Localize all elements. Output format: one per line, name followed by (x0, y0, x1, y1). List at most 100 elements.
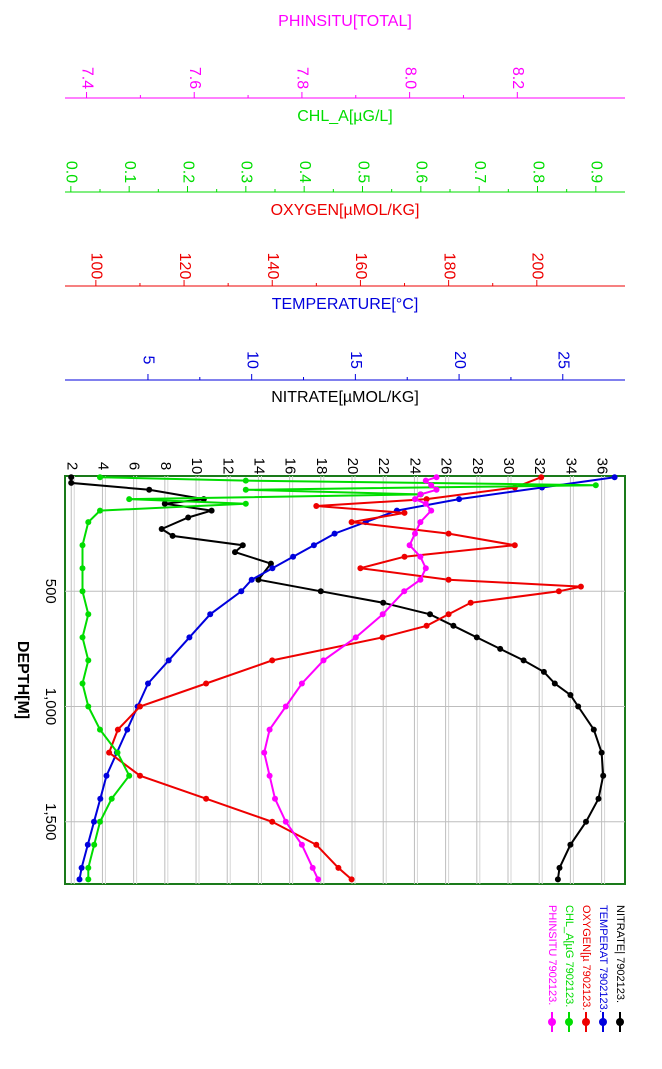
data-point-nitrate (427, 611, 433, 618)
data-point-oxy (313, 841, 320, 848)
data-point-oxy (445, 530, 452, 537)
data-point-ph (272, 795, 278, 802)
data-point-oxy (357, 565, 364, 572)
data-point-oxy (348, 519, 355, 526)
data-point-ph (261, 749, 268, 756)
ph-tick-label: 7.8 (294, 67, 311, 89)
data-point-nitrate (68, 474, 75, 481)
data-point-oxy (423, 496, 430, 503)
data-point-ph (417, 491, 424, 498)
data-point-temp (165, 657, 172, 664)
data-point-nitrate (239, 542, 246, 549)
data-point-nitrate (551, 680, 558, 687)
data-point-ph (298, 841, 305, 848)
data-point-chl (91, 841, 98, 848)
chl-tick-label: 0.6 (413, 161, 430, 183)
series-line-oxy (107, 476, 582, 881)
legend-label: PHINSITU 7902123. (546, 905, 558, 1005)
data-point-nitrate (520, 657, 527, 664)
data-point-oxy (379, 634, 386, 641)
data-point-oxy (269, 818, 276, 825)
series-line-temp (78, 476, 615, 880)
data-point-nitrate (158, 526, 165, 532)
temp-axis-title: TEMPERATURE[°C] (272, 296, 419, 313)
data-point-ph (422, 565, 429, 572)
ph-tick-label: 8.2 (509, 67, 526, 89)
data-point-nitrate (161, 500, 168, 507)
data-point-chl (108, 795, 115, 802)
nitrate-tick-label: 36 (594, 458, 611, 475)
data-point-chl (79, 588, 86, 595)
data-point-chl (79, 542, 86, 549)
nitrate-tick-label: 20 (344, 458, 361, 475)
data-point-chl (242, 477, 249, 484)
data-point-chl (85, 876, 92, 883)
nitrate-tick-label: 18 (313, 458, 330, 475)
data-point-temp (124, 726, 131, 733)
data-point-nitrate (450, 622, 457, 629)
data-point-chl (85, 703, 92, 710)
legend-label: TEMPERAT 7902123. (597, 905, 609, 1013)
data-point-ph (406, 542, 413, 549)
data-point-nitrate (575, 703, 582, 710)
series-line-nitrate (70, 477, 605, 880)
ph-tick-label: 8.0 (401, 67, 418, 89)
data-point-chl (592, 482, 599, 489)
plot-frame (64, 475, 626, 885)
nitrate-tick-label: 26 (438, 458, 455, 475)
data-point-nitrate (473, 634, 480, 641)
data-point-nitrate (590, 726, 597, 733)
nitrate-tick-label: 14 (250, 458, 267, 475)
data-point-nitrate (554, 876, 561, 883)
data-point-chl (79, 565, 86, 572)
data-point-nitrate (598, 749, 605, 756)
legend-label: OXYGEN[µ 7902123. (580, 905, 592, 1010)
temp-tick-label: 25 (555, 351, 572, 369)
ph-axis-title: PHINSITU[TOTAL] (278, 13, 412, 30)
data-point-oxy (106, 749, 113, 756)
data-point-nitrate (380, 599, 387, 606)
data-point-ph (428, 482, 435, 489)
data-point-ph (315, 876, 322, 883)
data-point-nitrate (600, 772, 607, 779)
chl-tick-label: 0.5 (354, 161, 371, 183)
legend-label: NITRATE| 7902123. (614, 905, 626, 1003)
data-point-oxy (313, 503, 320, 509)
legend-marker (599, 1018, 607, 1026)
data-point-temp (611, 474, 618, 481)
data-point-ph (422, 477, 429, 484)
data-point-nitrate (567, 841, 574, 848)
temp-tick-label: 20 (451, 351, 468, 369)
data-point-chl (79, 680, 86, 687)
chl-tick-label: 0.0 (63, 161, 80, 183)
data-point-oxy (445, 576, 452, 583)
legend-marker (616, 1018, 624, 1026)
depth-tick-label: 1,000 (42, 688, 59, 726)
data-point-nitrate (595, 795, 602, 802)
data-point-temp (238, 588, 245, 595)
data-point-temp (269, 565, 276, 572)
data-point-temp (91, 818, 97, 825)
data-point-oxy (401, 509, 408, 516)
data-point-oxy (348, 876, 355, 883)
nitrate-axis-title: NITRATE[µMOL/KG] (271, 389, 419, 406)
data-point-ph (417, 519, 424, 526)
chl-tick-label: 0.7 (471, 161, 488, 183)
oxy-tick-label: 200 (529, 253, 546, 280)
data-point-chl (85, 519, 92, 526)
temp-tick-label: 5 (140, 356, 157, 365)
ph-tick-label: 7.4 (78, 67, 95, 89)
data-point-nitrate (556, 864, 563, 871)
data-point-temp (290, 553, 297, 560)
data-point-temp (97, 795, 104, 802)
nitrate-tick-label: 16 (282, 458, 299, 475)
legend-marker (565, 1018, 573, 1026)
data-point-nitrate (68, 479, 75, 486)
chl-tick-label: 0.4 (296, 161, 313, 183)
data-point-oxy (114, 726, 121, 733)
data-point-ph (412, 496, 418, 503)
nitrate-tick-label: 30 (500, 458, 517, 475)
data-point-ph (282, 818, 289, 825)
data-point-ph (433, 474, 440, 481)
